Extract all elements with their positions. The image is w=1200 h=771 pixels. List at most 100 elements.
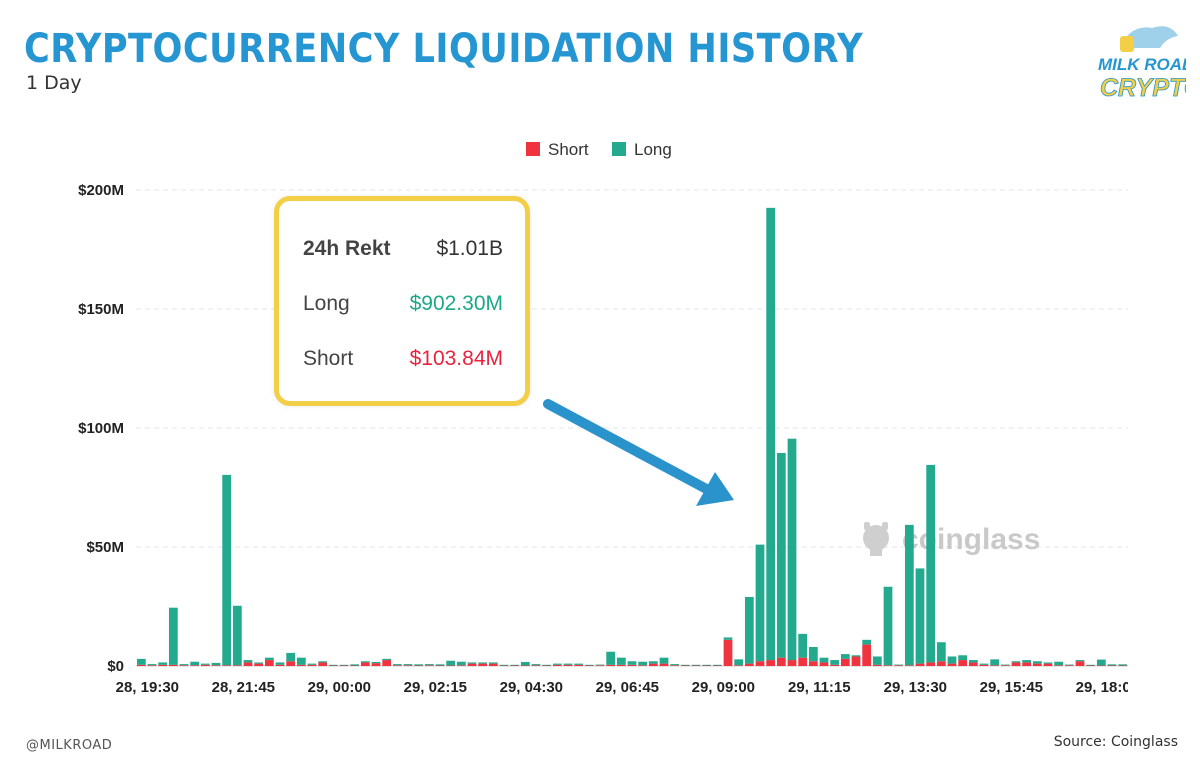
bar-long — [638, 661, 648, 666]
bar-short — [926, 662, 936, 666]
bar-long — [350, 664, 360, 666]
bar-short — [190, 665, 200, 666]
logo-icon: MILK ROAD CRYPTO — [1098, 26, 1200, 102]
x-tick-label: 29, 11:15 — [788, 679, 851, 696]
bar-long — [883, 586, 893, 666]
bar-short — [595, 665, 605, 666]
bar-long — [584, 664, 594, 666]
bar-long — [382, 658, 392, 661]
bar-long — [766, 207, 776, 661]
x-axis: 28, 19:30 28, 21:45 29, 00:00 29, 02:15 29, … — [116, 679, 1139, 696]
bar-short — [627, 664, 637, 666]
bar-long — [211, 662, 221, 666]
y-tick-label: $150M — [78, 301, 124, 318]
bar-short — [1011, 662, 1021, 666]
bar-long — [360, 661, 370, 663]
y-tick-label: $0 — [107, 658, 124, 675]
bar-long — [702, 664, 712, 666]
bar-long — [1096, 659, 1106, 666]
bar-long — [723, 637, 733, 640]
x-tick-label: 29, 09:00 — [692, 679, 755, 696]
bar-long — [659, 657, 669, 664]
bar-long — [712, 664, 722, 666]
legend-label: Long — [634, 140, 672, 159]
bar-long — [808, 646, 818, 662]
stat-short-row: Short $103.84M — [303, 347, 503, 371]
bar-long — [1011, 661, 1021, 663]
bar-long — [904, 524, 914, 666]
bar-short — [830, 664, 840, 666]
bar-short — [211, 665, 221, 666]
bar-short — [766, 660, 776, 666]
bar-long — [872, 656, 882, 665]
bar-long — [947, 656, 957, 664]
bar-short — [851, 656, 861, 666]
stat-short-value: $103.84M — [409, 347, 503, 370]
bar-long — [744, 596, 754, 664]
stat-short-label: Short — [303, 347, 354, 370]
bar-long — [403, 664, 413, 666]
footer-source: Source: Coinglass — [1053, 734, 1178, 750]
bar-long — [1107, 664, 1117, 666]
bar-long — [606, 651, 616, 665]
bar-short — [734, 665, 744, 666]
stat-total-value: $1.01B — [436, 237, 503, 260]
bar-long — [552, 663, 562, 665]
bars — [136, 207, 1128, 666]
y-axis: $0 $50M $100M $150M $200M — [78, 182, 124, 675]
bar-long — [1054, 661, 1064, 666]
bar-long — [222, 474, 232, 666]
bar-long — [1043, 662, 1053, 664]
bar-short — [467, 663, 477, 666]
bar-short — [616, 664, 626, 666]
bar-short — [894, 665, 904, 666]
bar-short — [158, 664, 168, 666]
bar-long — [958, 655, 968, 661]
bar-long — [232, 605, 242, 666]
bar-long — [830, 660, 840, 665]
bar-short — [968, 662, 978, 666]
coinglass-watermark: coinglass — [863, 522, 1040, 556]
bar-long — [136, 658, 146, 665]
bar-short — [456, 665, 466, 666]
bar-short — [1043, 663, 1053, 666]
x-tick-label: 29, 00:00 — [308, 679, 371, 696]
y-tick-label: $50M — [86, 539, 124, 556]
bar-long — [179, 664, 189, 666]
x-tick-label: 29, 15:45 — [980, 679, 1043, 696]
bar-short — [360, 662, 370, 666]
bar-long — [542, 664, 552, 666]
bar-short — [659, 663, 669, 666]
bar-short — [958, 660, 968, 666]
bar-short — [286, 661, 296, 666]
bar-short — [936, 661, 946, 666]
y-tick-label: $100M — [78, 420, 124, 437]
x-tick-label: 28, 21:45 — [212, 679, 275, 696]
bar-long — [478, 662, 488, 664]
bar-short — [531, 665, 541, 666]
bar-long — [371, 661, 381, 664]
bar-short — [670, 665, 680, 666]
x-tick-label: 29, 18:00 — [1076, 679, 1139, 696]
bar-long — [563, 663, 573, 665]
bar-long — [254, 662, 264, 664]
liquidation-summary-box: 24h Rekt $1.01B Long $902.30M Short $103… — [274, 196, 530, 406]
bar-short — [1022, 662, 1032, 666]
bar-long — [936, 642, 946, 662]
bar-short — [947, 663, 957, 666]
bar-short — [1075, 661, 1085, 666]
bar-short — [723, 639, 733, 666]
bar-short — [990, 665, 1000, 666]
bar-long — [307, 663, 317, 665]
bar-long — [147, 664, 157, 666]
bar-long — [979, 663, 989, 665]
bar-short — [371, 663, 381, 666]
bar-long — [1064, 664, 1074, 666]
bar-long — [691, 664, 701, 666]
stat-long-row: Long $902.30M — [303, 292, 503, 316]
bar-long — [627, 661, 637, 665]
x-tick-label: 29, 13:30 — [884, 679, 947, 696]
page-title: CRYPTOCURRENCY LIQUIDATION HISTORY — [24, 26, 864, 72]
bar-long — [798, 633, 808, 658]
